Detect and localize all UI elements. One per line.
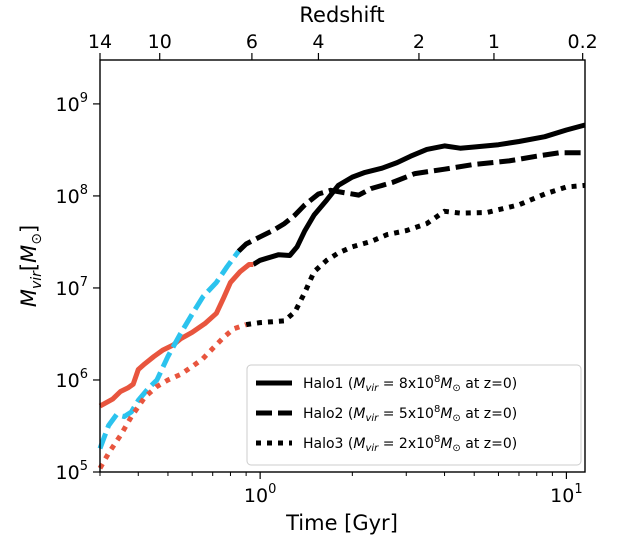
series-layer xyxy=(97,122,586,470)
legend-label-2: Halo3 (Mvir = 2x108M⊙ at z=0) xyxy=(303,434,517,454)
legend-var-sub-2: vir xyxy=(365,443,379,454)
legend-frame xyxy=(246,364,582,466)
series-line-1 xyxy=(98,262,254,409)
top-tick-label-6: 0.2 xyxy=(568,31,598,53)
x-tick-label-exp-0: 0 xyxy=(268,482,276,497)
legend-name-1: Halo2 ( xyxy=(303,406,353,422)
y-tick-label-base-1: 10 xyxy=(56,370,80,392)
x-tick-label-0: 100 xyxy=(244,482,276,507)
y-tick-label-2: 107 xyxy=(56,275,88,300)
legend-unit-sub-0: ⊙ xyxy=(452,383,460,394)
top-axis-title: Redshift xyxy=(299,3,384,27)
legend-suffix-0: at z=0) xyxy=(461,376,517,392)
legend-var-sub-1: vir xyxy=(365,413,379,424)
legend-unit-sub-2: ⊙ xyxy=(452,443,460,454)
y-tick-label-base-4: 10 xyxy=(56,94,80,116)
legend-var-0: M xyxy=(353,376,365,392)
legend-name-0: Halo1 ( xyxy=(303,376,353,392)
y-tick-label-exp-3: 8 xyxy=(80,183,88,198)
y-tick-label-exp-0: 5 xyxy=(80,459,88,474)
top-tick-label-2: 6 xyxy=(246,31,258,53)
legend-exp-1: 8 xyxy=(434,404,440,415)
series-line-4 xyxy=(245,182,586,328)
legend-unit-0: M xyxy=(440,376,452,392)
top-tick-label-0: 14 xyxy=(88,31,112,53)
legend-label-1: Halo2 (Mvir = 5x108M⊙ at z=0) xyxy=(303,404,517,424)
legend-unit-2: M xyxy=(440,436,452,452)
series-line-0 xyxy=(251,122,586,267)
series-line-3 xyxy=(97,249,241,450)
y-axis-title-bracket-open: [ xyxy=(17,263,41,271)
y-axis-title: Mvir[M⊙] xyxy=(17,225,45,307)
top-tick-label-5: 1 xyxy=(488,31,500,53)
y-tick-label-base-0: 10 xyxy=(56,462,80,484)
y-tick-label-3: 108 xyxy=(56,183,88,208)
legend-unit-sub-1: ⊙ xyxy=(452,413,460,424)
y-axis-title-bracket-close: ] xyxy=(17,225,41,233)
top-tick-label-1: 10 xyxy=(148,31,172,53)
y-tick-label-base-3: 10 xyxy=(56,186,80,208)
legend-var-2: M xyxy=(353,436,365,452)
legend-suffix-2: at z=0) xyxy=(461,436,517,452)
plot-frame xyxy=(99,59,586,473)
legend-exp-2: 8 xyxy=(434,434,440,445)
legend-unit-1: M xyxy=(440,406,452,422)
y-tick-label-exp-1: 6 xyxy=(80,367,88,382)
y-axis-title-sub: vir xyxy=(29,270,45,289)
x-tick-label-1: 101 xyxy=(550,482,582,507)
y-tick-label-exp-2: 7 xyxy=(80,275,88,290)
legend-label-0: Halo1 (Mvir = 8x108M⊙ at z=0) xyxy=(303,374,517,394)
y-tick-label-4: 109 xyxy=(56,91,88,116)
legend-var-sub-0: vir xyxy=(365,383,379,394)
legend-value-2: = 2x10 xyxy=(378,436,434,452)
legend-suffix-1: at z=0) xyxy=(461,406,517,422)
x-axis-title: Time [Gyr] xyxy=(285,511,398,535)
y-axis-title-main: M xyxy=(17,289,41,307)
x-tick-label-base-1: 10 xyxy=(550,485,574,507)
y-tick-label-1: 106 xyxy=(56,367,88,392)
y-tick-label-0: 105 xyxy=(56,459,88,484)
top-tick-label-4: 2 xyxy=(413,31,425,53)
series-line-2 xyxy=(236,150,585,254)
y-tick-label-base-2: 10 xyxy=(56,278,80,300)
y-tick-label-exp-4: 9 xyxy=(80,91,88,106)
y-axis-title-unit: M xyxy=(17,245,41,263)
y-axis-title-unit-sub: ⊙ xyxy=(29,233,45,245)
top-tick-label-3: 4 xyxy=(312,31,324,53)
legend-name-2: Halo3 ( xyxy=(303,436,353,452)
x-tick-label-exp-1: 1 xyxy=(574,482,582,497)
legend-value-1: = 5x10 xyxy=(378,406,434,422)
x-tick-label-base-0: 10 xyxy=(244,485,268,507)
legend-exp-0: 8 xyxy=(434,374,440,385)
legend-value-0: = 8x10 xyxy=(378,376,434,392)
legend: Halo1 (Mvir = 8x108M⊙ at z=0)Halo2 (Mvir… xyxy=(246,364,582,466)
legend-var-1: M xyxy=(353,406,365,422)
